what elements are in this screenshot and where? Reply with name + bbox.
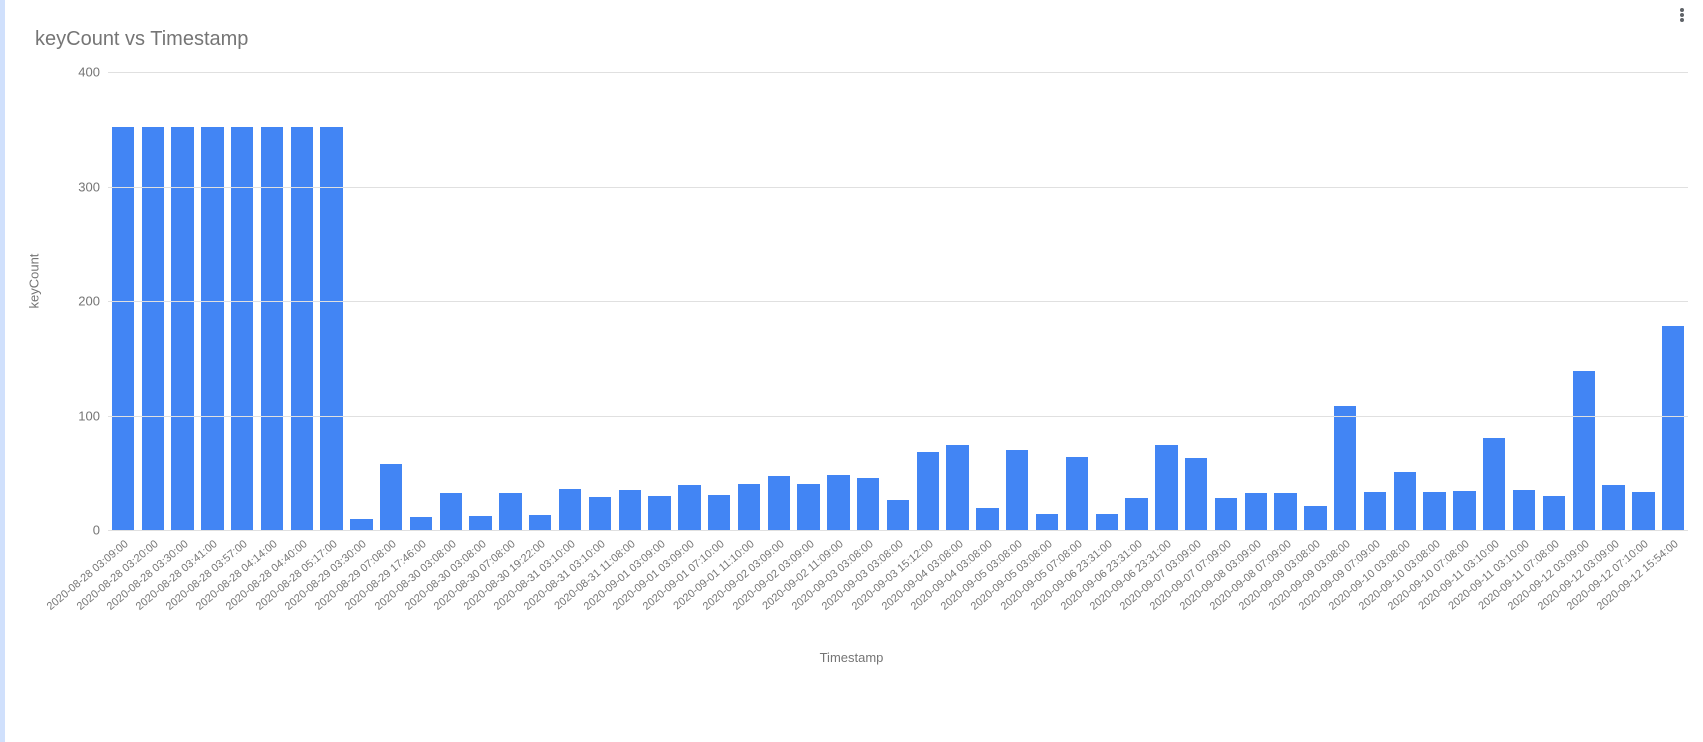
gridline [108, 530, 1688, 531]
kebab-menu-icon[interactable] [1673, 6, 1691, 24]
bar[interactable] [738, 484, 760, 530]
bar[interactable] [1066, 457, 1088, 530]
y-tick-label: 100 [50, 408, 100, 423]
bar[interactable] [1394, 472, 1416, 530]
bar[interactable] [1245, 493, 1267, 530]
bar[interactable] [410, 517, 432, 530]
bar[interactable] [976, 508, 998, 530]
bar[interactable] [946, 445, 968, 530]
bar[interactable] [1513, 490, 1535, 530]
y-axis-title: keyCount [27, 254, 42, 309]
bar[interactable] [1096, 514, 1118, 530]
gridline [108, 187, 1688, 188]
bar[interactable] [917, 452, 939, 530]
bar[interactable] [1274, 493, 1296, 530]
bar[interactable] [440, 493, 462, 530]
plot-area [108, 72, 1688, 530]
bar[interactable] [678, 485, 700, 530]
bar[interactable] [1036, 514, 1058, 530]
x-tick-labels: 2020-08-28 03:09:002020-08-28 03:20:0020… [108, 534, 1688, 654]
bar[interactable] [619, 490, 641, 530]
y-tick-label: 300 [50, 179, 100, 194]
bar[interactable] [648, 496, 670, 530]
gridline [108, 416, 1688, 417]
bar[interactable] [1334, 406, 1356, 530]
bar[interactable] [797, 484, 819, 530]
bar[interactable] [1662, 326, 1684, 530]
bar[interactable] [1185, 458, 1207, 530]
y-tick-label: 0 [50, 523, 100, 538]
bar[interactable] [380, 464, 402, 530]
bar[interactable] [857, 478, 879, 530]
bar[interactable] [887, 500, 909, 530]
bar[interactable] [1125, 498, 1147, 530]
bar[interactable] [529, 515, 551, 530]
bar[interactable] [1543, 496, 1565, 530]
selection-edge [0, 0, 5, 742]
bar[interactable] [589, 497, 611, 530]
bar[interactable] [1304, 506, 1326, 530]
gridline [108, 301, 1688, 302]
bar[interactable] [827, 475, 849, 530]
bar[interactable] [708, 495, 730, 530]
bar[interactable] [1423, 492, 1445, 530]
bar[interactable] [469, 516, 491, 530]
bar[interactable] [768, 476, 790, 530]
bar[interactable] [1573, 371, 1595, 530]
bar[interactable] [1215, 498, 1237, 530]
bar[interactable] [1155, 445, 1177, 530]
bar[interactable] [1632, 492, 1654, 530]
bar[interactable] [1483, 438, 1505, 530]
bar[interactable] [1006, 450, 1028, 530]
chart-title: keyCount vs Timestamp [35, 28, 248, 51]
gridline [108, 72, 1688, 73]
bar[interactable] [559, 489, 581, 530]
y-tick-label: 400 [50, 65, 100, 80]
bar[interactable] [1364, 492, 1386, 530]
bar[interactable] [1602, 485, 1624, 530]
bar[interactable] [499, 493, 521, 530]
x-axis-title: Timestamp [0, 650, 1703, 665]
bar[interactable] [1453, 491, 1475, 530]
bar[interactable] [350, 519, 372, 530]
y-tick-label: 200 [50, 294, 100, 309]
